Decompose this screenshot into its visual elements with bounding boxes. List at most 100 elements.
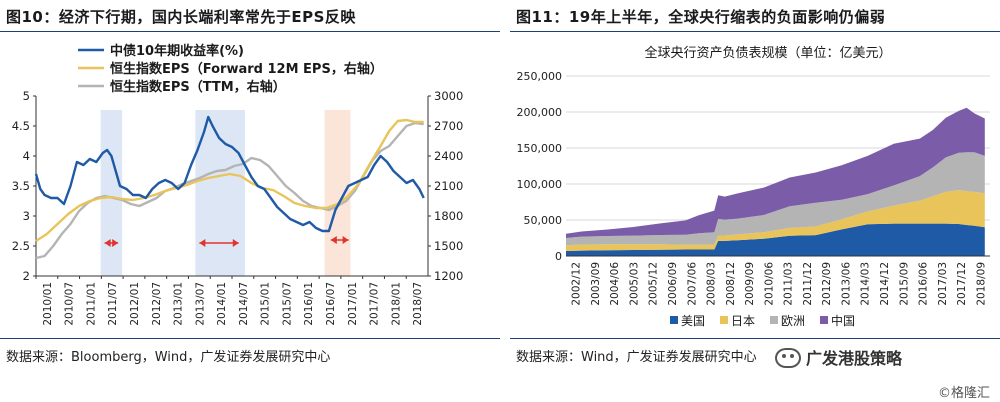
x-tick-label: 2007/06 (686, 262, 698, 306)
x-tick-label: 2005/12 (648, 262, 660, 306)
x-tick-label: 2011/12 (802, 262, 814, 306)
figure-11-title-text: ：19年上半年，全球央行缩表的负面影响仍偏弱 (553, 8, 886, 26)
right-y-tick-label: 2700 (434, 119, 463, 133)
right-y-tick-label: 1200 (434, 269, 463, 283)
figure-10-title-text: ：经济下行期，国内长端利率常先于EPS反映 (43, 8, 356, 26)
right-y-tick-label: 1500 (434, 239, 463, 253)
left-y-tick-label: 3.5 (12, 179, 30, 193)
area-series-2 (566, 190, 985, 251)
watermark: ©格隆汇 (938, 386, 991, 401)
x-tick-label: 2006/09 (667, 262, 679, 306)
y-tick-label: 250,000 (517, 70, 563, 83)
x-tick-label: 2014/01 (216, 282, 228, 326)
x-tick-label: 2016/07 (325, 282, 337, 326)
legend-label-3: 恒生指数EPS（TTM，右轴） (110, 79, 286, 95)
figure-10-title: 图10：经济下行期，国内长端利率常先于EPS反映 (6, 6, 356, 27)
x-tick-label: 2017/01 (347, 282, 359, 326)
series-line-1 (34, 115, 425, 233)
area-series-1 (566, 223, 985, 256)
figure-10-bottom-rule (0, 338, 500, 339)
lag-arrow-head-left (330, 236, 337, 244)
x-tick-label: 2017/03 (937, 262, 949, 306)
x-tick-label: 2011/01 (85, 282, 97, 326)
figure-10-number: 图10 (6, 8, 44, 26)
x-tick-label: 2018/01 (390, 282, 402, 326)
x-tick-label: 2014/07 (238, 282, 250, 326)
legend-swatch-1 (670, 316, 678, 324)
right-y-tick-label: 1800 (434, 209, 463, 223)
x-tick-label: 2004/06 (609, 262, 621, 306)
right-y-tick-label: 2100 (434, 179, 463, 193)
x-tick-label: 2015/01 (260, 282, 272, 326)
figure-11-panel: 图11：19年上半年，全球央行缩表的负面影响仍偏弱 全球央行资产负债表规模（单位… (510, 0, 1000, 402)
x-tick-label: 2005/03 (628, 262, 640, 306)
lag-arrow-head-right (342, 236, 349, 244)
x-tick-label: 2012/01 (129, 282, 141, 326)
x-tick-label: 2015/07 (281, 282, 293, 326)
legend-swatch-3 (770, 316, 778, 324)
x-tick-label: 2013/01 (173, 282, 185, 326)
left-y-tick-label: 2.5 (12, 239, 30, 253)
x-tick-label: 2016/06 (918, 262, 930, 306)
legend-label-3: 欧洲 (781, 314, 805, 328)
x-tick-label: 2012/07 (151, 282, 163, 326)
x-tick-label: 2013/07 (194, 282, 206, 326)
figure-11-source: 数据来源：Wind，广发证券发展研究中心 (516, 350, 757, 365)
lag-arrow-2 (199, 239, 239, 247)
lag-arrow-head-right (232, 239, 239, 247)
figure-11-title: 图11：19年上半年，全球央行缩表的负面影响仍偏弱 (516, 6, 885, 27)
legend-label-2: 日本 (731, 314, 755, 328)
x-tick-label: 2014/03 (860, 262, 872, 306)
lag-arrow-head-left (199, 239, 206, 247)
legend-label-1: 中债10年期收益率(%) (110, 43, 244, 59)
legend-swatch-4 (820, 316, 828, 324)
shaded-region-1 (100, 110, 123, 276)
x-tick-label: 2016/01 (303, 282, 315, 326)
left-y-tick-label: 4.5 (12, 119, 30, 133)
area-series-3 (566, 152, 985, 246)
x-tick-label: 2015/09 (898, 262, 910, 306)
lag-arrow-head-right (112, 239, 119, 247)
figure-11-bottom-rule (510, 338, 1000, 339)
figure-11-title-rule (510, 31, 1000, 32)
y-tick-label: 150,000 (517, 142, 563, 155)
legend-swatch-2 (720, 316, 728, 324)
x-tick-label: 2008/03 (706, 262, 718, 306)
x-tick-label: 2010/01 (42, 282, 54, 326)
x-tick-label: 2010/06 (763, 262, 775, 306)
figure-10-title-rule (0, 31, 500, 32)
right-y-tick-label: 2400 (434, 149, 463, 163)
left-y-tick-label: 4 (23, 149, 30, 163)
figure-10-chart: 2 2.5 3 3.5 4 4.5 5 1200 1500 1800 2100 2400 2700 300… (12, 43, 464, 326)
chart-title: 全球央行资产负债表规模（单位：亿美元） (644, 45, 891, 61)
x-tick-label: 2018/07 (412, 282, 424, 326)
wechat-icon (775, 348, 801, 368)
x-tick-label: 2014/12 (879, 262, 891, 306)
x-tick-label: 2013/06 (840, 262, 852, 306)
figure-10-source: 数据来源：Bloomberg，Wind，广发证券发展研究中心 (6, 350, 331, 365)
y-tick-label: 200,000 (517, 106, 563, 119)
legend-label-1: 美国 (681, 314, 705, 328)
left-y-tick-label: 3 (23, 209, 30, 223)
y-tick-label: 0 (555, 250, 562, 263)
left-y-tick-label: 2 (23, 269, 30, 283)
lag-arrow-1 (104, 239, 119, 247)
x-tick-label: 2003/09 (590, 262, 602, 306)
series-line-2 (35, 118, 424, 243)
legend-label-2: 恒生指数EPS（Forward 12M EPS，右轴） (110, 61, 383, 77)
brand-name: 广发港股策略 (806, 349, 903, 368)
area-series-4 (566, 107, 985, 238)
shaded-region-3 (324, 110, 351, 276)
figure-11-number: 图11 (516, 8, 554, 26)
x-tick-label: 2002/12 (571, 262, 583, 306)
y-tick-label: 50,000 (524, 214, 563, 227)
y-tick-label: 100,000 (517, 178, 563, 191)
x-tick-label: 2009/09 (744, 262, 756, 306)
x-tick-label: 2017/07 (369, 282, 381, 326)
x-tick-label: 2011/03 (783, 262, 795, 306)
right-y-tick-label: 3000 (434, 89, 463, 103)
x-tick-label: 2018/09 (975, 262, 987, 306)
figure-11-chart: 全球央行资产负债表规模（单位：亿美元） 0 50,000 100,000 150,000… (517, 45, 990, 328)
x-tick-label: 2012/09 (821, 262, 833, 306)
